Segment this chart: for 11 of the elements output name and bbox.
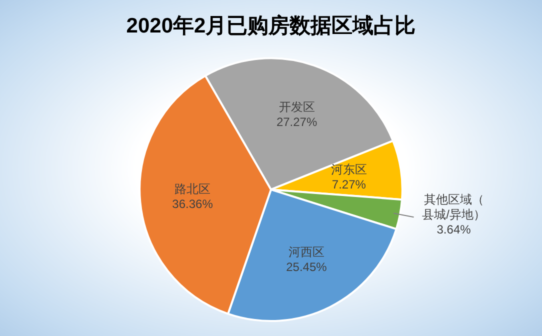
slice-label: 开发区	[278, 100, 315, 114]
data-label: 27.27%	[276, 114, 318, 129]
chart-title: 2020年2月已购房数据区域占比	[126, 13, 416, 38]
slice-label: 路北区	[174, 182, 211, 196]
data-label: 7.27%	[332, 177, 366, 192]
slice-label: 河东区	[330, 162, 367, 176]
data-label: 25.45%	[286, 260, 328, 274]
data-label: 3.64%	[436, 222, 472, 236]
slice-label: 河西区	[288, 244, 324, 259]
slice-label: 其他区域（县城/异地）	[422, 192, 486, 222]
data-label: 36.36%	[172, 196, 214, 211]
